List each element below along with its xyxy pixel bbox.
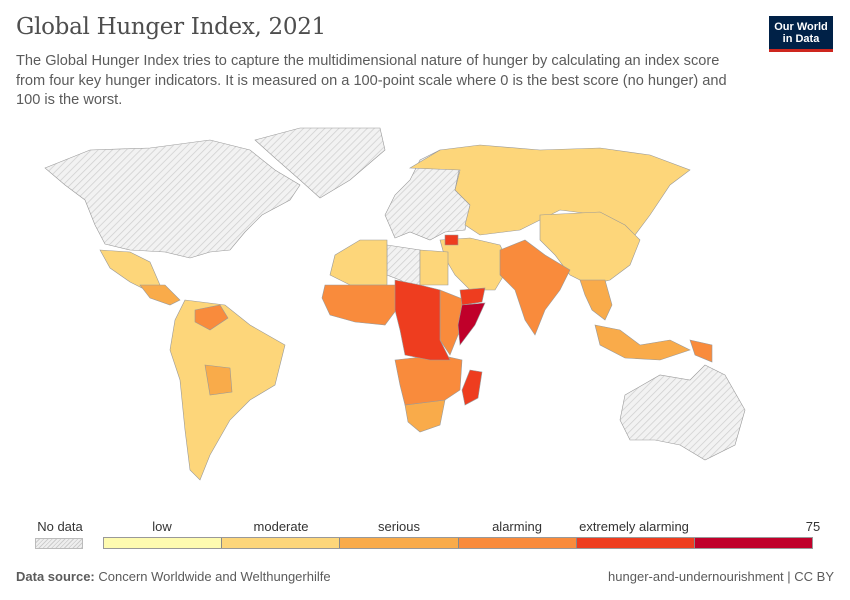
legend-segment-extremely-alarming[interactable]: [576, 538, 695, 548]
legend-label-serious: serious: [378, 519, 420, 534]
region-central-america[interactable]: [139, 284, 181, 306]
region-central-africa[interactable]: [394, 279, 451, 361]
legend-segment-moderate[interactable]: [222, 538, 341, 548]
data-source: Data source: Concern Worldwide and Welth…: [16, 569, 331, 584]
region-north-africa[interactable]: [329, 239, 388, 286]
logo-line-2: in Data: [782, 33, 820, 45]
legend-segment-highest[interactable]: [694, 538, 813, 548]
region-yemen[interactable]: [459, 287, 486, 306]
region-venezuela[interactable]: [194, 304, 229, 331]
region-indonesia[interactable]: [594, 324, 691, 361]
region-syria[interactable]: [444, 234, 459, 246]
legend-no-data-label: No data: [37, 519, 83, 534]
region-australia[interactable]: [619, 364, 746, 461]
owid-logo[interactable]: Our World in Data: [769, 16, 833, 52]
world-map[interactable]: [0, 120, 850, 510]
region-southern-africa[interactable]: [394, 354, 463, 406]
region-south-africa[interactable]: [404, 399, 446, 433]
legend-label-low: low: [152, 519, 172, 534]
region-south-asia[interactable]: [499, 239, 571, 336]
logo-line-1: Our World: [774, 21, 828, 33]
region-southeast-asia[interactable]: [579, 279, 613, 321]
legend-segment-low[interactable]: [104, 538, 223, 548]
region-madagascar[interactable]: [461, 369, 483, 406]
legend-segment-alarming[interactable]: [458, 538, 577, 548]
chart-subtitle: The Global Hunger Index tries to capture…: [16, 53, 727, 108]
legend-max-label: 75: [805, 519, 821, 534]
legend-color-bar: [103, 537, 813, 549]
region-north-america[interactable]: [44, 139, 301, 259]
region-bolivia[interactable]: [204, 364, 233, 396]
legend-label-moderate: moderate: [253, 519, 309, 534]
legend-label-alarming: alarming: [492, 519, 542, 534]
legend-label-extremely-alarming: extremely alarming: [579, 519, 689, 534]
region-greenland[interactable]: [254, 127, 386, 199]
legend-no-data-swatch[interactable]: [35, 538, 83, 549]
region-middle-east[interactable]: [439, 237, 511, 291]
region-west-africa[interactable]: [321, 284, 401, 326]
chart-title: Global Hunger Index, 2021: [16, 14, 326, 40]
region-png[interactable]: [689, 339, 713, 363]
source-prefix: Data source:: [16, 569, 95, 584]
license-text[interactable]: hunger-and-undernourishment | CC BY: [608, 569, 834, 584]
region-egypt[interactable]: [419, 249, 449, 286]
region-somalia[interactable]: [457, 302, 486, 346]
source-text[interactable]: Concern Worldwide and Welthungerhilfe: [98, 569, 331, 584]
legend-segment-serious[interactable]: [340, 538, 459, 548]
